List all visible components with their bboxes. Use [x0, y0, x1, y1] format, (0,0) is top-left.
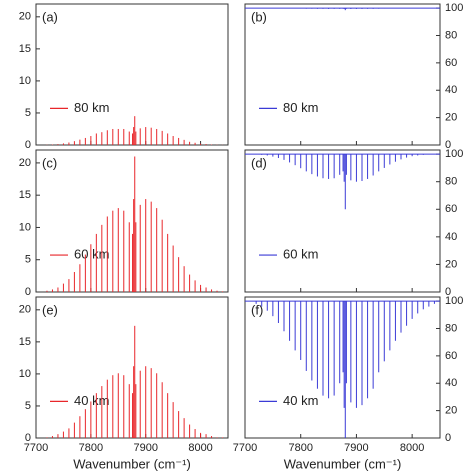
panel-label: (b)	[251, 9, 267, 24]
y-tick-label: 0	[25, 286, 31, 298]
y-tick-label: 40	[445, 377, 457, 389]
y-tick-label: 0	[25, 139, 31, 151]
x-axis-label: Wavenumber (cm⁻¹)	[73, 456, 191, 471]
legend-label: 60 km	[283, 247, 318, 262]
y-tick-label: 15	[19, 336, 31, 348]
y-tick-label: 80	[445, 322, 457, 334]
x-tick-label: 7800	[79, 442, 103, 454]
x-tick-label: 8000	[400, 442, 424, 454]
y-tick-label: 10	[19, 368, 31, 380]
panel-label: (f)	[251, 302, 263, 317]
y-tick-label: 5	[25, 400, 31, 412]
y-tick-label: 20	[445, 258, 457, 270]
y-tick-label: 0	[445, 286, 451, 298]
panel-label: (c)	[42, 155, 57, 170]
panel-label: (d)	[251, 155, 267, 170]
y-tick-label: 20	[19, 304, 31, 316]
legend-label: 40 km	[283, 393, 318, 408]
y-tick-label: 5	[25, 254, 31, 266]
legend-label: 40 km	[74, 393, 109, 408]
x-tick-label: 7800	[288, 442, 312, 454]
x-tick-label: 7700	[233, 442, 257, 454]
y-tick-label: 0	[445, 139, 451, 151]
plot-frame	[244, 149, 441, 293]
legend-label: 60 km	[74, 247, 109, 262]
panel-label: (e)	[42, 302, 58, 317]
plot-frame	[244, 296, 441, 439]
y-tick-label: 20	[19, 157, 31, 169]
y-tick-label: 10	[19, 75, 31, 87]
y-tick-label: 100	[445, 148, 463, 160]
y-tick-label: 15	[19, 189, 31, 201]
y-tick-label: 60	[445, 350, 457, 362]
y-tick-label: 40	[445, 231, 457, 243]
y-tick-label: 0	[25, 432, 31, 444]
x-tick-label: 7900	[344, 442, 368, 454]
x-tick-label: 7700	[24, 442, 48, 454]
legend-label: 80 km	[283, 100, 318, 115]
plot-frame	[35, 149, 229, 293]
y-tick-label: 40	[445, 84, 457, 96]
y-tick-label: 60	[445, 203, 457, 215]
legend-label: 80 km	[74, 100, 109, 115]
plot-frame	[35, 3, 229, 146]
y-tick-label: 0	[445, 432, 451, 444]
x-tick-label: 8000	[188, 442, 212, 454]
y-tick-label: 20	[19, 11, 31, 23]
panel-label: (a)	[42, 9, 58, 24]
y-tick-label: 10	[19, 221, 31, 233]
y-tick-label: 80	[445, 176, 457, 188]
y-tick-label: 100	[445, 2, 463, 14]
plot-frame	[35, 296, 229, 439]
y-tick-label: 5	[25, 107, 31, 119]
plot-frame	[244, 3, 441, 146]
y-tick-label: 60	[445, 57, 457, 69]
y-tick-label: 20	[445, 405, 457, 417]
x-axis-label: Wavenumber (cm⁻¹)	[284, 456, 402, 471]
y-tick-label: 100	[445, 295, 463, 307]
y-tick-label: 20	[445, 112, 457, 124]
y-tick-label: 15	[19, 43, 31, 55]
y-tick-label: 80	[445, 29, 457, 41]
x-tick-label: 7900	[133, 442, 157, 454]
